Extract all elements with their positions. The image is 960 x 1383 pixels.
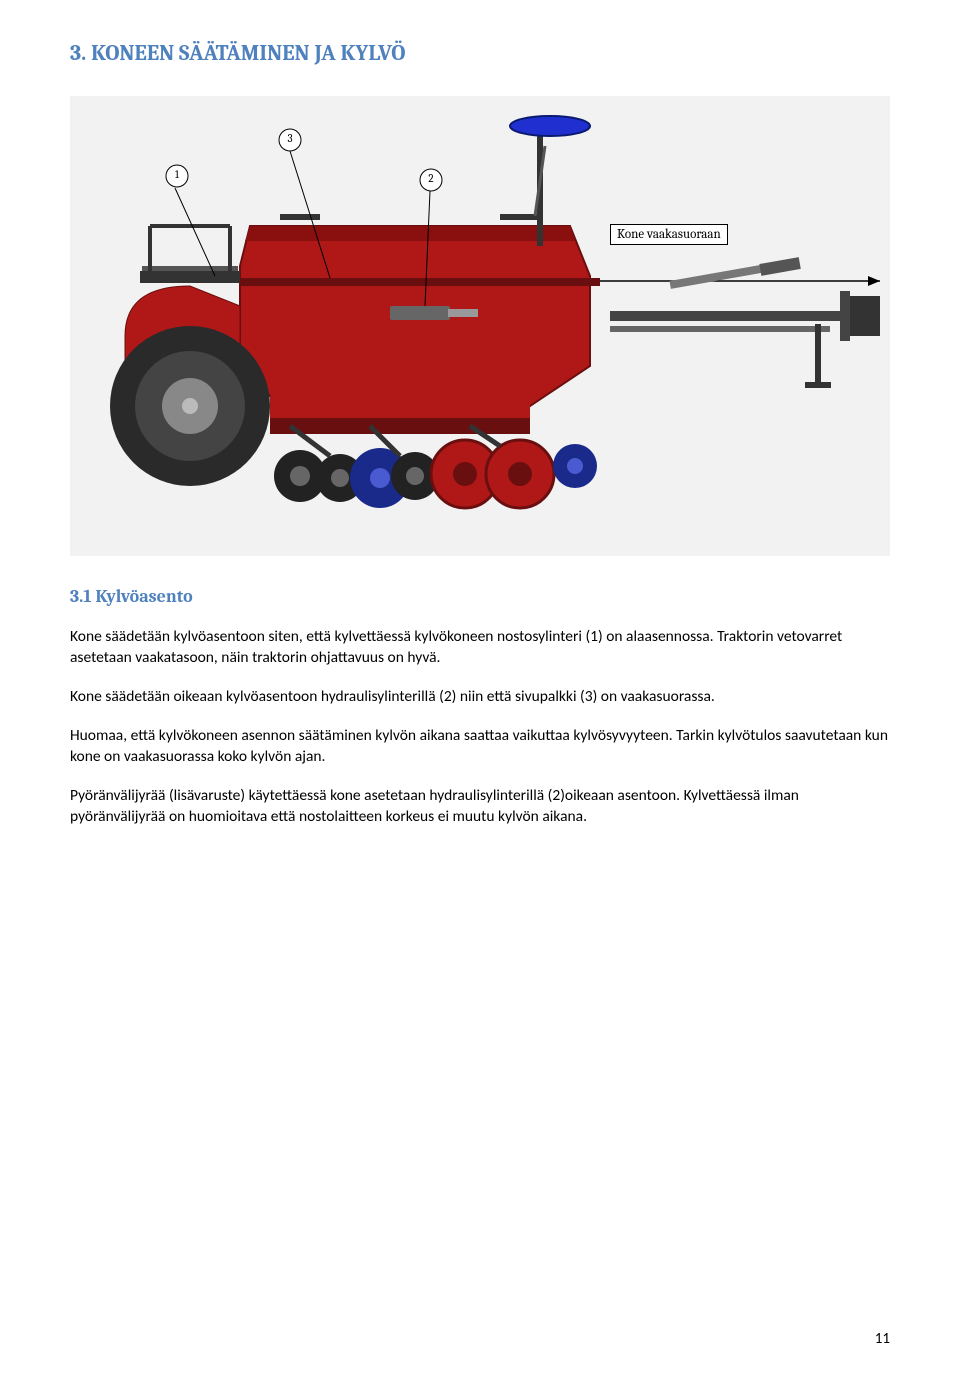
machine-figure: 1 2 3 Kone vaakasuoraan — [70, 96, 890, 556]
paragraph-2: Kone säädetään oikeaan kylvöasentoon hyd… — [70, 687, 890, 708]
section-heading: 3. KONEEN SÄÄTÄMINEN JA KYLVÖ — [70, 40, 890, 66]
paragraph-4: Pyöränvälijyrää (lisävaruste) käytettäes… — [70, 786, 890, 828]
callout-3: 3 — [278, 128, 302, 152]
callout-2-label: 2 — [419, 172, 443, 185]
callout-2: 2 — [419, 168, 443, 192]
subsection-heading: 3.1 Kylvöasento — [70, 586, 890, 607]
callout-1-label: 1 — [165, 168, 189, 181]
machine-svg — [70, 96, 890, 556]
callout-3-label: 3 — [278, 132, 302, 145]
paragraph-3: Huomaa, että kylvökoneen asennon säätämi… — [70, 726, 890, 768]
level-label-box: Kone vaakasuoraan — [610, 224, 728, 245]
callout-1: 1 — [165, 164, 189, 188]
paragraph-1: Kone säädetään kylvöasentoon siten, että… — [70, 627, 890, 669]
page-number: 11 — [875, 1330, 890, 1348]
